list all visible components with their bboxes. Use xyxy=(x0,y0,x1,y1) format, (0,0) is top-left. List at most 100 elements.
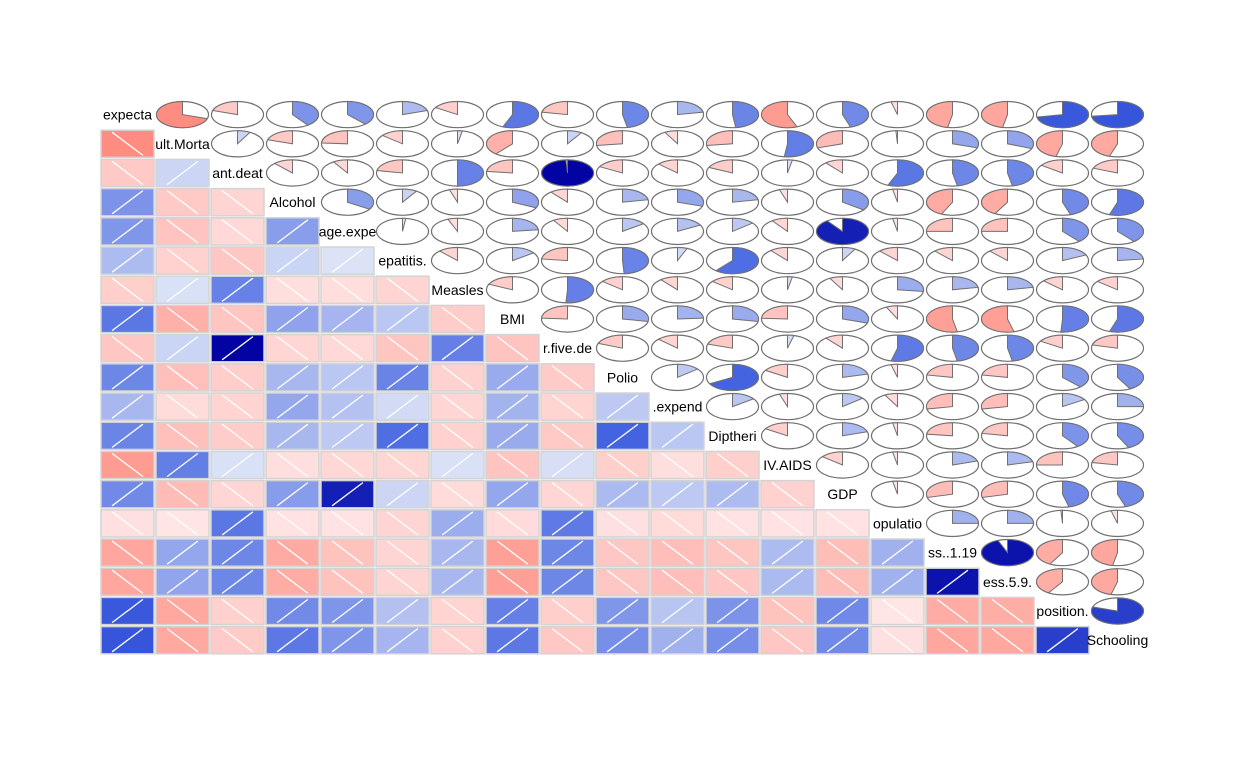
pie-cell-10-16 xyxy=(925,363,980,392)
pie-wedge xyxy=(622,188,649,203)
shade-hatch xyxy=(386,598,419,624)
pie-wedge xyxy=(1036,538,1063,565)
shade-hatch xyxy=(111,569,144,594)
pie-cell-4-6 xyxy=(375,188,430,216)
pie-wedge xyxy=(677,100,704,116)
pie-wedge xyxy=(952,130,979,149)
shade-cell-18-16 xyxy=(925,596,980,626)
pie-wedge xyxy=(890,100,898,115)
pie-cell-3-16 xyxy=(925,159,980,187)
pie-cell-5-13 xyxy=(760,217,815,246)
shade-cell-10-4 xyxy=(265,363,320,392)
shade-hatch xyxy=(441,482,474,507)
pie-wedge xyxy=(952,509,980,524)
shade-cell-2-1 xyxy=(100,129,155,159)
shade-hatch xyxy=(276,336,309,361)
pie-wedge xyxy=(1117,422,1144,449)
pie-cell-2-16 xyxy=(925,130,980,158)
shade-cell-16-4 xyxy=(265,538,320,567)
pie-wedge xyxy=(1060,509,1063,524)
shade-cell-9-7 xyxy=(430,333,485,363)
shade-cell-17-15 xyxy=(870,567,925,597)
pie-wedge xyxy=(1040,159,1063,174)
shade-cell-6-4 xyxy=(265,246,320,275)
pie-cell-7-12 xyxy=(705,276,760,304)
pie-wedge xyxy=(732,100,760,129)
shade-hatch xyxy=(331,336,364,361)
pie-cell-2-4 xyxy=(265,130,320,158)
shade-hatch xyxy=(551,482,584,507)
shade-cell-17-14 xyxy=(815,567,870,597)
pie-cell-3-12 xyxy=(705,159,760,187)
shade-hatch xyxy=(331,306,364,332)
shade-hatch xyxy=(166,569,199,594)
pie-cell-4-12 xyxy=(705,188,760,216)
shade-cell-19-11 xyxy=(650,625,705,655)
pie-cell-4-18 xyxy=(1035,188,1090,216)
pie-wedge xyxy=(891,188,898,203)
pie-cell-14-17 xyxy=(980,480,1035,508)
shade-cell-18-12 xyxy=(705,596,760,626)
pie-wedge xyxy=(952,451,979,466)
shade-cell-12-9 xyxy=(540,421,595,451)
pie-cell-5-7 xyxy=(430,217,485,246)
pie-wedge xyxy=(1117,246,1144,262)
shade-cell-10-1 xyxy=(100,363,155,392)
pie-wedge xyxy=(447,217,458,233)
shade-hatch xyxy=(111,394,144,419)
diagonal-label-7: Measles xyxy=(431,282,483,298)
pie-wedge xyxy=(926,188,953,215)
shade-hatch xyxy=(386,540,419,565)
shade-cell-15-9 xyxy=(540,509,595,538)
pie-wedge xyxy=(787,159,794,174)
shade-cell-13-1 xyxy=(100,450,155,480)
shade-cell-11-9 xyxy=(540,392,595,421)
shade-cell-14-5 xyxy=(320,479,375,509)
pie-wedge xyxy=(732,217,754,233)
pie-wedge xyxy=(486,130,513,155)
shade-hatch xyxy=(276,482,309,507)
shade-hatch xyxy=(331,277,364,302)
pie-cell-8-12 xyxy=(705,305,760,333)
shade-hatch xyxy=(991,628,1024,653)
shade-hatch xyxy=(221,394,254,419)
pie-wedge xyxy=(347,188,374,210)
shade-hatch xyxy=(716,598,749,624)
pie-wedge xyxy=(714,246,760,275)
shade-cell-fill xyxy=(375,450,430,480)
shade-cell-19-9 xyxy=(540,625,595,655)
pie-cell-12-17 xyxy=(980,422,1035,450)
shade-cell-7-5 xyxy=(320,275,375,305)
shade-cell-19-17 xyxy=(980,625,1035,655)
pie-cell-4-13 xyxy=(760,188,815,216)
pie-cell-7-13 xyxy=(760,276,815,304)
shade-cell-fill xyxy=(595,392,650,421)
pie-wedge xyxy=(891,422,898,436)
pie-wedge xyxy=(1110,509,1118,524)
pie-cell-10-19 xyxy=(1090,363,1145,392)
shade-cell-14-3 xyxy=(210,479,265,509)
pie-wedge xyxy=(816,130,843,149)
diagonal-label-11: .expend xyxy=(653,399,703,415)
shade-cell-fill xyxy=(705,450,760,480)
shade-hatch xyxy=(221,598,254,624)
shade-hatch xyxy=(551,423,584,448)
pie-wedge xyxy=(783,130,814,158)
diagonal-label-4: Alcohol xyxy=(270,194,316,210)
pie-wedge xyxy=(273,159,293,174)
pie-wedge xyxy=(552,217,568,233)
shade-cell-8-6 xyxy=(375,304,430,334)
shade-cell-18-1 xyxy=(100,596,155,626)
shade-cell-4-2 xyxy=(155,187,210,217)
shade-hatch xyxy=(331,452,364,478)
pie-cell-11-18 xyxy=(1035,392,1090,421)
shade-hatch xyxy=(166,365,199,390)
pie-wedge xyxy=(925,217,953,232)
pie-cell-2-14 xyxy=(815,130,870,158)
shade-hatch xyxy=(386,482,419,507)
pie-wedge xyxy=(897,276,924,292)
pie-cell-15-19 xyxy=(1090,509,1145,538)
shade-cell-fill xyxy=(430,509,485,538)
pie-cell-5-12 xyxy=(705,217,760,246)
pie-wedge xyxy=(706,334,733,349)
